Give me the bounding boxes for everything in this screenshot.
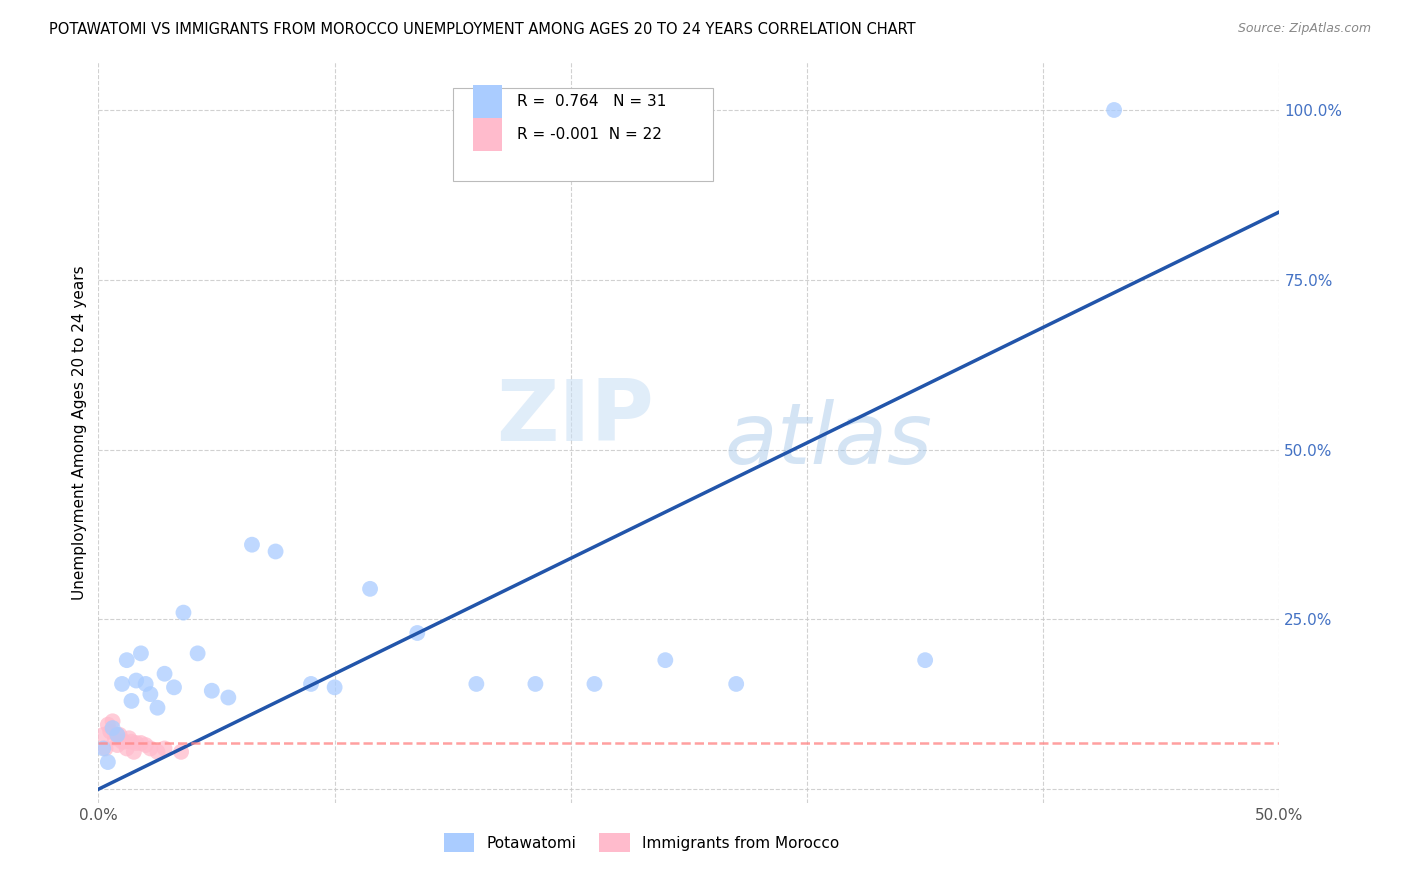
Point — [105, 738, 128, 752]
Point — [115, 653, 138, 667]
Point — [323, 681, 346, 695]
Point — [146, 700, 169, 714]
Point — [187, 646, 209, 660]
Point — [101, 721, 124, 735]
Point — [217, 690, 239, 705]
Point — [129, 736, 152, 750]
Point — [153, 741, 176, 756]
Point — [122, 745, 145, 759]
Point — [118, 731, 141, 746]
Point — [172, 606, 194, 620]
Point — [115, 741, 138, 756]
Point — [101, 714, 124, 729]
Point — [654, 653, 676, 667]
Point — [359, 582, 381, 596]
Point — [406, 626, 429, 640]
Point — [264, 544, 287, 558]
Point — [129, 646, 152, 660]
Point — [108, 728, 131, 742]
Legend: Potawatomi, Immigrants from Morocco: Potawatomi, Immigrants from Morocco — [437, 827, 845, 858]
Point — [91, 741, 114, 756]
Point — [163, 681, 186, 695]
Text: R =  0.764   N = 31: R = 0.764 N = 31 — [516, 94, 666, 109]
Point — [125, 736, 148, 750]
Point — [465, 677, 488, 691]
Point — [135, 738, 157, 752]
Point — [105, 728, 128, 742]
Point — [125, 673, 148, 688]
Point — [105, 728, 128, 742]
Point — [111, 734, 134, 748]
Point — [583, 677, 606, 691]
Point — [146, 745, 169, 759]
Point — [240, 538, 263, 552]
Point — [139, 687, 162, 701]
Point — [135, 677, 157, 691]
Point — [914, 653, 936, 667]
Point — [725, 677, 748, 691]
Point — [121, 694, 143, 708]
FancyBboxPatch shape — [453, 88, 713, 181]
Point — [153, 666, 176, 681]
Point — [94, 741, 117, 756]
Point — [201, 683, 224, 698]
Point — [1102, 103, 1125, 117]
Text: POTAWATOMI VS IMMIGRANTS FROM MOROCCO UNEMPLOYMENT AMONG AGES 20 TO 24 YEARS COR: POTAWATOMI VS IMMIGRANTS FROM MOROCCO UN… — [49, 22, 915, 37]
Point — [112, 734, 135, 748]
Point — [97, 717, 120, 731]
Point — [139, 741, 162, 756]
Text: ZIP: ZIP — [496, 376, 654, 459]
Point — [97, 755, 120, 769]
FancyBboxPatch shape — [472, 85, 502, 118]
Text: Source: ZipAtlas.com: Source: ZipAtlas.com — [1237, 22, 1371, 36]
Point — [121, 734, 143, 748]
Point — [104, 731, 127, 746]
Text: R = -0.001  N = 22: R = -0.001 N = 22 — [516, 128, 661, 142]
Point — [98, 724, 121, 739]
Point — [111, 677, 134, 691]
Point — [299, 677, 322, 691]
Point — [170, 745, 193, 759]
Point — [91, 728, 114, 742]
Y-axis label: Unemployment Among Ages 20 to 24 years: Unemployment Among Ages 20 to 24 years — [72, 265, 87, 600]
Text: atlas: atlas — [724, 399, 932, 482]
FancyBboxPatch shape — [472, 118, 502, 152]
Point — [524, 677, 547, 691]
